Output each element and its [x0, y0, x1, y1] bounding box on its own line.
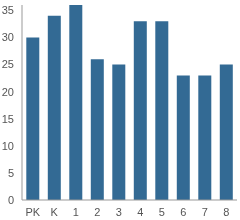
- svg-text:10: 10: [8, 140, 14, 152]
- svg-text:30: 30: [8, 31, 14, 43]
- svg-text:15: 15: [8, 113, 14, 125]
- svg-text:5: 5: [159, 206, 165, 218]
- svg-text:20: 20: [8, 86, 14, 98]
- svg-text:3: 3: [116, 206, 122, 218]
- svg-text:7: 7: [202, 206, 208, 218]
- svg-text:2: 2: [94, 206, 100, 218]
- svg-text:PK: PK: [25, 206, 40, 218]
- svg-text:4: 4: [137, 206, 143, 218]
- svg-text:35: 35: [8, 4, 14, 16]
- svg-text:25: 25: [8, 58, 14, 70]
- svg-text:0: 0: [8, 194, 14, 206]
- svg-text:K: K: [51, 206, 59, 218]
- svg-text:8: 8: [223, 206, 229, 218]
- svg-text:1: 1: [73, 206, 79, 218]
- svg-text:5: 5: [8, 167, 14, 179]
- svg-text:6: 6: [180, 206, 186, 218]
